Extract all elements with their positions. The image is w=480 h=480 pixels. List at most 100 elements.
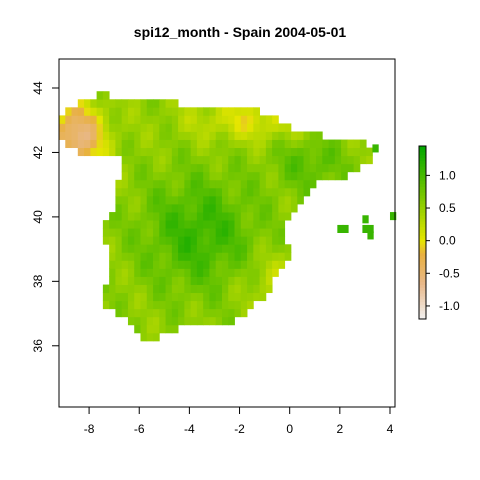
raster-cell <box>165 276 173 285</box>
raster-cell <box>165 316 173 326</box>
raster-cell <box>215 316 223 326</box>
raster-cell <box>316 171 323 181</box>
raster-cell <box>127 292 135 302</box>
raster-cell <box>240 131 248 140</box>
raster-cell <box>134 324 141 334</box>
raster-cell <box>140 236 148 245</box>
raster-cell <box>253 123 260 132</box>
raster-cell <box>259 179 267 189</box>
raster-cell <box>209 147 217 157</box>
raster-cell <box>171 107 179 116</box>
raster-cell <box>109 276 116 285</box>
raster-cell <box>184 123 192 132</box>
raster-cell <box>221 147 229 157</box>
raster-cell <box>146 123 154 132</box>
raster-cell <box>140 155 148 165</box>
raster-cell <box>372 144 379 153</box>
raster-cell <box>221 155 229 165</box>
raster-cell <box>171 220 179 229</box>
raster-cell <box>109 252 116 261</box>
raster-cell <box>184 131 192 140</box>
raster-cell <box>272 131 279 140</box>
raster-cell <box>234 139 242 149</box>
raster-cell <box>228 252 235 261</box>
raster-cell <box>359 139 367 149</box>
raster-cell <box>196 268 204 277</box>
raster-cell <box>221 292 229 302</box>
raster-cell <box>165 252 173 261</box>
raster-cell <box>140 171 148 181</box>
raster-cell <box>165 308 173 318</box>
raster-cell <box>109 260 116 269</box>
raster-cell <box>165 195 173 205</box>
legend-tick-label: -1.0 <box>439 299 460 313</box>
raster-cell <box>146 220 154 229</box>
raster-cell <box>203 268 210 277</box>
raster-cell <box>240 195 248 205</box>
raster-cell <box>140 300 148 310</box>
raster-cell <box>278 171 286 181</box>
raster-cell <box>259 252 267 261</box>
raster-cell <box>153 147 160 157</box>
raster-cell <box>253 260 260 269</box>
raster-cell <box>272 244 279 253</box>
raster-cell <box>196 220 204 229</box>
raster-cell <box>153 115 160 124</box>
raster-cell <box>146 260 154 269</box>
raster-cell <box>171 252 179 261</box>
raster-cell <box>178 187 185 197</box>
raster-cell <box>134 123 141 132</box>
x-tick-label: 0 <box>286 422 293 436</box>
raster-cell <box>221 316 229 326</box>
raster-cell <box>184 244 192 253</box>
raster-cell <box>215 107 223 116</box>
raster-cell <box>228 212 235 221</box>
raster-cell <box>215 284 223 294</box>
raster-cell <box>228 107 235 116</box>
raster-cell <box>278 204 286 213</box>
raster-cell <box>290 179 298 189</box>
raster-cell <box>77 123 85 132</box>
raster-cell <box>341 139 348 149</box>
raster-cell <box>203 147 210 157</box>
raster-cell <box>221 300 229 310</box>
raster-cell <box>284 163 292 173</box>
raster-cell <box>171 212 179 221</box>
raster-cell <box>134 171 141 181</box>
legend-color-segment <box>419 235 426 239</box>
raster-cell <box>322 171 329 181</box>
raster-cell <box>159 228 166 237</box>
legend-color-segment <box>419 267 426 271</box>
raster-cell <box>102 236 110 245</box>
raster-cell <box>347 147 355 157</box>
raster-cell <box>221 195 229 205</box>
legend-color-segment <box>419 189 426 193</box>
legend-color-segment <box>419 244 426 248</box>
raster-cell <box>134 204 141 213</box>
raster-cell <box>184 187 192 197</box>
raster-cell <box>272 260 279 269</box>
raster-cell <box>127 212 135 221</box>
raster-cell <box>184 228 192 237</box>
raster-cell <box>159 212 166 221</box>
raster-cell <box>115 99 123 108</box>
raster-cell <box>196 147 204 157</box>
raster-cell <box>253 155 260 165</box>
raster-cell <box>190 107 198 116</box>
raster-cell <box>165 300 173 310</box>
y-axis: 36 38 40 42 44 <box>31 81 60 352</box>
raster-cell <box>159 300 166 310</box>
raster-cell <box>265 220 273 229</box>
raster-cell <box>278 139 286 149</box>
raster-cell <box>297 155 304 165</box>
legend-color-segment <box>419 269 426 274</box>
raster-cell <box>234 308 242 318</box>
legend-color-segment <box>419 304 426 308</box>
raster-cell <box>171 171 179 181</box>
raster-cell <box>190 300 198 310</box>
raster-cell <box>140 123 148 132</box>
raster-cell <box>253 195 260 205</box>
legend-color-segment <box>419 200 426 205</box>
raster-cell <box>153 244 160 253</box>
raster-cell <box>196 252 204 261</box>
